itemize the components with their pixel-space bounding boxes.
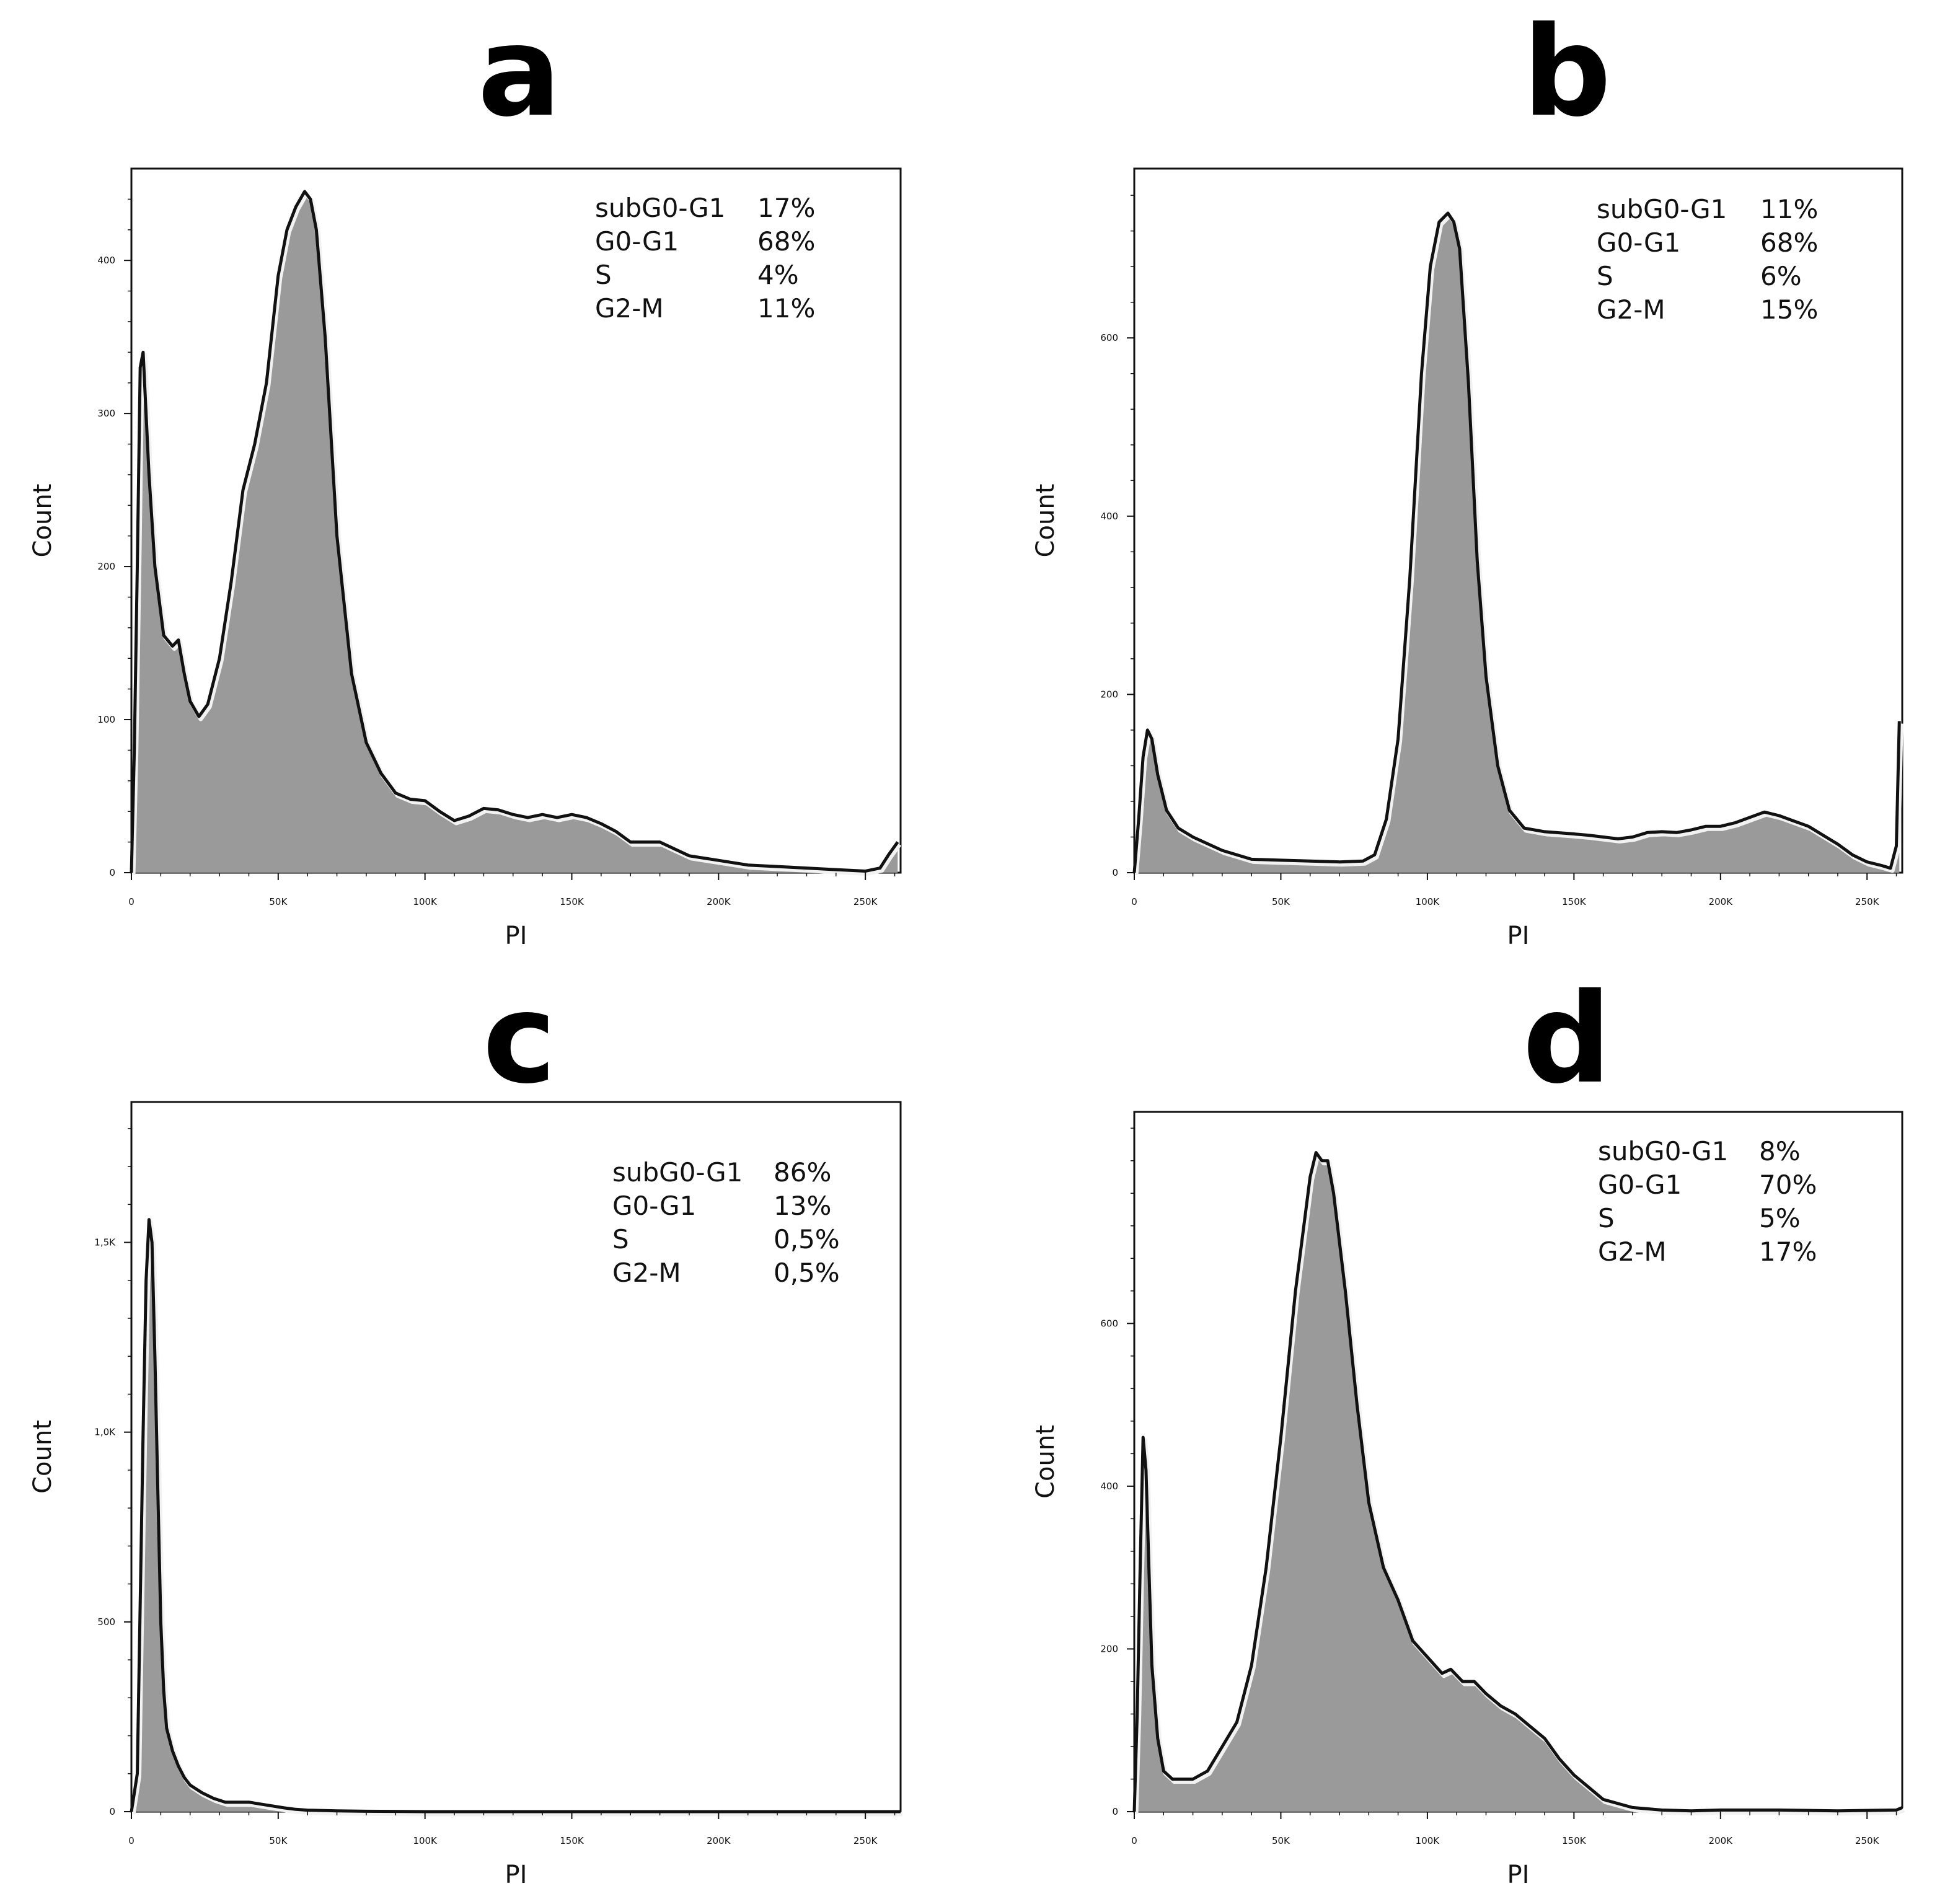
y-axis-title: Count xyxy=(1031,484,1060,558)
x-axis-title: PI xyxy=(1507,922,1530,950)
x-tick-label: 50K xyxy=(1272,1835,1290,1846)
stat-label: G0-G1 xyxy=(612,1191,696,1221)
x-tick-label: 250K xyxy=(853,896,878,907)
x-tick-label: 250K xyxy=(1855,896,1880,907)
y-tick-label: 200 xyxy=(97,561,115,572)
stat-label: S xyxy=(1597,261,1613,291)
x-tick-label: 200K xyxy=(1709,1835,1734,1846)
y-tick-label: 300 xyxy=(97,408,115,419)
y-tick-label: 500 xyxy=(97,1616,115,1628)
plot-frame xyxy=(1133,167,1903,874)
panels-layer: a 0 50K 100K 150K 200K 250K 0 100 200 300 400 PI Coun… xyxy=(29,0,1905,1889)
y-tick-label: 0 xyxy=(1112,1806,1118,1817)
y-tick-label: 400 xyxy=(1100,1481,1118,1492)
histogram-outline xyxy=(130,190,899,873)
panel-a: a 0 50K 100K 150K 200K 250K 0 100 200 300 400 PI Coun… xyxy=(29,0,902,950)
x-axis-title: PI xyxy=(505,1861,527,1889)
x-tick-label: 50K xyxy=(1272,896,1290,907)
x-tick-label: 100K xyxy=(1416,1835,1440,1846)
x-tick-label: 100K xyxy=(413,1835,438,1846)
histogram-outline xyxy=(130,1218,901,1814)
y-axis-title: Count xyxy=(1031,1425,1060,1499)
histogram-outline xyxy=(1132,211,1901,873)
stat-label: G2-M xyxy=(1597,294,1665,325)
panel-c: c 0 50K 100K 150K 200K 250K 0 500 1,0K 1,5K PI Count… xyxy=(29,967,902,1889)
panel-letter: b xyxy=(1522,0,1611,144)
stat-value: 6% xyxy=(1760,261,1802,291)
histogram-fill xyxy=(131,192,898,873)
stat-label: S xyxy=(1598,1203,1615,1233)
stat-value: 4% xyxy=(757,260,799,290)
stat-label: G2-M xyxy=(1598,1236,1667,1267)
y-tick-label: 600 xyxy=(1100,332,1118,343)
stat-value: 13% xyxy=(774,1191,831,1221)
stat-label: subG0-G1 xyxy=(612,1157,743,1188)
stat-label: G0-G1 xyxy=(1598,1170,1682,1200)
stat-label: G0-G1 xyxy=(1597,227,1680,258)
x-tick-label: 250K xyxy=(1855,1835,1880,1846)
stat-label: subG0-G1 xyxy=(1597,194,1727,224)
panel-d: d 0 50K 100K 150K 200K 250K 0 200 400 600 PI Count su… xyxy=(1031,967,1905,1889)
stat-label: G0-G1 xyxy=(595,226,679,257)
x-tick-label: 250K xyxy=(853,1835,878,1846)
x-tick-label: 50K xyxy=(269,896,288,907)
y-tick-label: 600 xyxy=(1100,1318,1118,1329)
stat-label: S xyxy=(595,260,612,290)
x-tick-label: 100K xyxy=(1416,896,1440,907)
y-tick-label: 100 xyxy=(97,714,115,725)
y-axis-title: Count xyxy=(29,484,57,558)
stat-label: S xyxy=(612,1224,629,1254)
stat-value: 68% xyxy=(1760,227,1818,258)
x-tick-label: 100K xyxy=(413,896,438,907)
stat-value: 5% xyxy=(1759,1203,1801,1233)
x-tick-label: 150K xyxy=(560,896,584,907)
x-tick-label: 200K xyxy=(707,896,731,907)
stat-value: 8% xyxy=(1759,1136,1801,1166)
stat-label: G2-M xyxy=(612,1258,681,1288)
stat-label: subG0-G1 xyxy=(595,193,725,223)
y-tick-label: 1,5K xyxy=(94,1237,116,1248)
plot-frame xyxy=(130,1101,902,1813)
panel-letter: d xyxy=(1522,967,1611,1111)
stat-value: 70% xyxy=(1759,1170,1817,1200)
y-tick-label: 200 xyxy=(1100,689,1118,700)
x-tick-label: 150K xyxy=(560,1835,584,1846)
y-tick-label: 400 xyxy=(97,255,115,266)
x-tick-label: 150K xyxy=(1562,896,1587,907)
stat-value: 0,5% xyxy=(774,1258,840,1288)
x-tick-label: 200K xyxy=(1709,896,1734,907)
stat-label: G2-M xyxy=(595,293,664,324)
x-tick-label: 150K xyxy=(1562,1835,1587,1846)
stat-label: subG0-G1 xyxy=(1598,1136,1728,1166)
x-tick-label: 0 xyxy=(128,896,135,907)
y-tick-label: 1,0K xyxy=(94,1427,116,1438)
panel-letter: c xyxy=(483,967,557,1111)
stat-value: 11% xyxy=(1760,194,1818,224)
histogram-outline xyxy=(1132,1151,1903,1813)
x-tick-label: 50K xyxy=(269,1835,288,1846)
x-tick-label: 0 xyxy=(1131,896,1137,907)
stat-value: 68% xyxy=(757,226,815,257)
histogram-fill xyxy=(1134,1152,1902,1812)
x-tick-label: 0 xyxy=(128,1835,135,1846)
stat-value: 15% xyxy=(1760,294,1818,325)
y-tick-label: 200 xyxy=(1100,1643,1118,1654)
y-axis-title: Count xyxy=(29,1420,57,1494)
y-tick-label: 400 xyxy=(1100,511,1118,522)
y-tick-label: 0 xyxy=(109,867,115,878)
y-tick-label: 0 xyxy=(109,1806,115,1817)
stat-value: 17% xyxy=(757,193,815,223)
x-tick-label: 200K xyxy=(707,1835,731,1846)
stat-value: 0,5% xyxy=(774,1224,840,1254)
panel-b: b 0 50K 100K 150K 200K 250K 0 200 400 600 PI Count su… xyxy=(1031,0,1903,950)
x-tick-label: 0 xyxy=(1131,1835,1137,1846)
x-axis-title: PI xyxy=(1507,1861,1530,1889)
stat-value: 86% xyxy=(774,1157,831,1188)
stat-value: 17% xyxy=(1759,1236,1817,1267)
x-axis-title: PI xyxy=(505,922,527,950)
panel-letter: a xyxy=(478,0,562,144)
y-tick-label: 0 xyxy=(1112,867,1118,878)
stat-value: 11% xyxy=(757,293,815,324)
